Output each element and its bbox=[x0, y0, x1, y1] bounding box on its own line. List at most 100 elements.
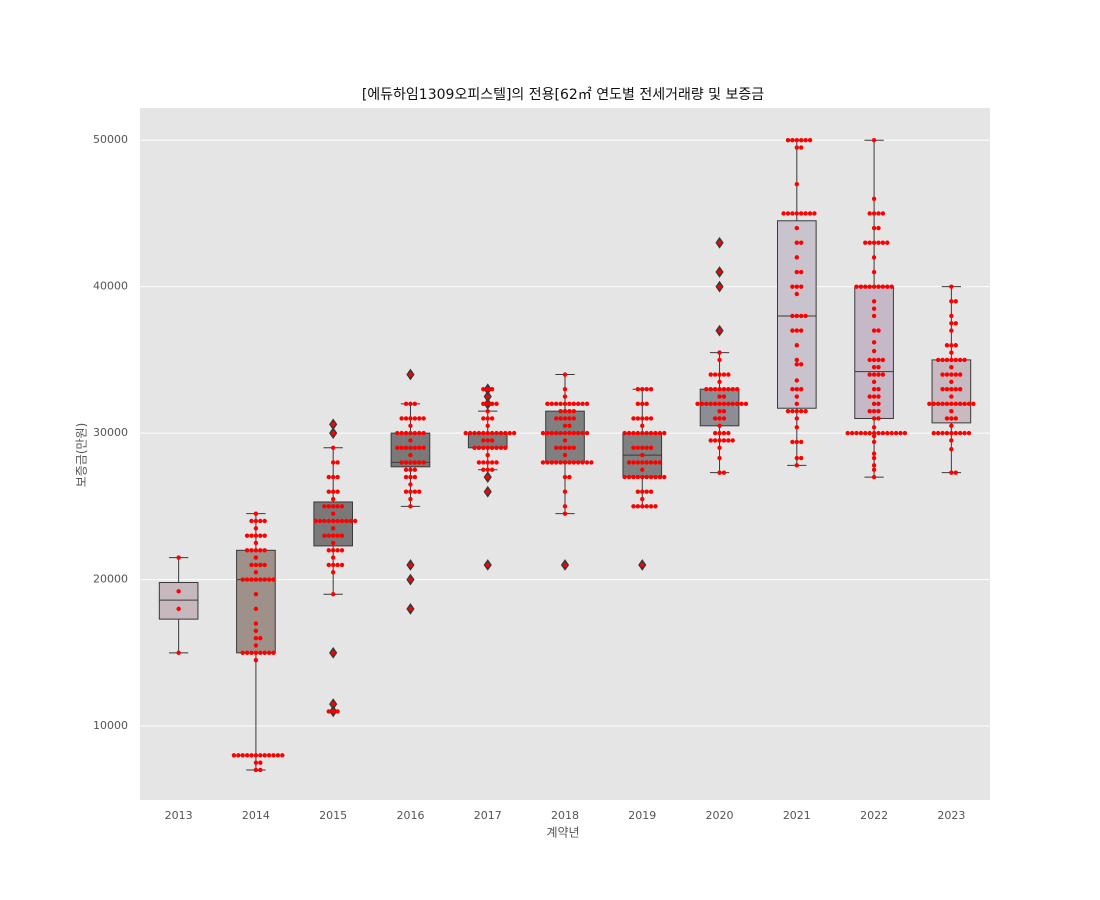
point bbox=[631, 416, 636, 421]
point bbox=[262, 548, 267, 553]
point bbox=[562, 504, 568, 509]
point bbox=[485, 452, 490, 458]
point bbox=[953, 470, 958, 475]
point bbox=[258, 562, 263, 568]
point bbox=[485, 438, 490, 443]
point bbox=[704, 401, 709, 407]
point bbox=[949, 401, 954, 407]
point bbox=[576, 401, 581, 407]
point bbox=[408, 430, 413, 436]
point bbox=[717, 269, 722, 275]
point bbox=[803, 138, 808, 143]
point bbox=[494, 460, 499, 465]
point bbox=[949, 408, 954, 414]
point bbox=[653, 504, 658, 509]
point bbox=[408, 460, 413, 465]
point bbox=[408, 438, 413, 443]
point bbox=[472, 445, 477, 450]
point bbox=[408, 577, 413, 582]
point bbox=[949, 423, 954, 429]
point bbox=[481, 430, 486, 436]
point bbox=[567, 474, 572, 480]
point bbox=[712, 416, 718, 421]
point bbox=[417, 416, 422, 421]
point bbox=[571, 460, 576, 465]
point bbox=[790, 211, 795, 216]
point bbox=[266, 577, 272, 582]
point bbox=[640, 423, 645, 429]
point bbox=[949, 313, 954, 319]
point bbox=[266, 650, 272, 656]
point bbox=[785, 138, 791, 143]
point bbox=[940, 372, 945, 377]
point bbox=[935, 401, 941, 407]
point bbox=[871, 348, 877, 354]
point bbox=[567, 416, 572, 421]
point bbox=[562, 386, 568, 392]
point bbox=[417, 489, 422, 494]
point bbox=[403, 489, 409, 494]
point bbox=[644, 430, 649, 436]
point bbox=[322, 504, 327, 509]
point bbox=[258, 753, 263, 758]
point bbox=[408, 445, 413, 450]
point bbox=[330, 540, 336, 546]
point bbox=[640, 430, 645, 436]
point bbox=[949, 372, 954, 377]
x-tick-label: 2023 bbox=[937, 809, 965, 822]
point bbox=[258, 650, 263, 656]
point bbox=[330, 460, 336, 465]
box bbox=[236, 549, 276, 654]
point bbox=[867, 284, 872, 289]
point bbox=[408, 504, 413, 509]
point bbox=[266, 753, 272, 758]
point bbox=[244, 753, 250, 758]
point bbox=[262, 518, 267, 524]
point bbox=[876, 416, 881, 421]
point bbox=[244, 577, 250, 582]
point bbox=[330, 533, 336, 538]
point bbox=[871, 306, 877, 311]
point bbox=[845, 430, 850, 436]
point bbox=[622, 474, 627, 480]
point bbox=[412, 489, 418, 494]
point bbox=[867, 240, 872, 245]
point bbox=[339, 533, 345, 538]
point bbox=[940, 357, 945, 363]
point bbox=[871, 416, 877, 421]
point bbox=[876, 240, 881, 245]
point bbox=[326, 562, 331, 568]
point bbox=[871, 225, 877, 231]
point bbox=[330, 548, 336, 553]
point bbox=[335, 548, 340, 553]
point bbox=[704, 386, 709, 392]
point bbox=[403, 467, 409, 472]
point bbox=[717, 455, 722, 461]
point bbox=[794, 362, 800, 367]
point bbox=[253, 657, 259, 663]
point bbox=[554, 445, 559, 450]
point bbox=[412, 467, 418, 472]
point bbox=[953, 343, 958, 348]
point bbox=[717, 240, 722, 245]
point bbox=[949, 438, 954, 443]
point bbox=[871, 386, 877, 392]
point bbox=[799, 313, 804, 319]
point bbox=[489, 445, 495, 450]
point bbox=[562, 430, 568, 436]
point bbox=[794, 181, 800, 187]
point bbox=[794, 255, 800, 260]
point bbox=[949, 321, 954, 326]
point bbox=[799, 211, 804, 216]
point bbox=[576, 430, 581, 436]
point bbox=[657, 474, 663, 480]
point bbox=[949, 350, 954, 355]
point bbox=[854, 284, 859, 289]
point bbox=[794, 463, 800, 468]
point bbox=[957, 372, 963, 377]
point bbox=[571, 408, 576, 414]
point bbox=[721, 401, 727, 407]
point bbox=[412, 416, 418, 421]
point bbox=[330, 709, 336, 714]
point bbox=[562, 474, 568, 480]
